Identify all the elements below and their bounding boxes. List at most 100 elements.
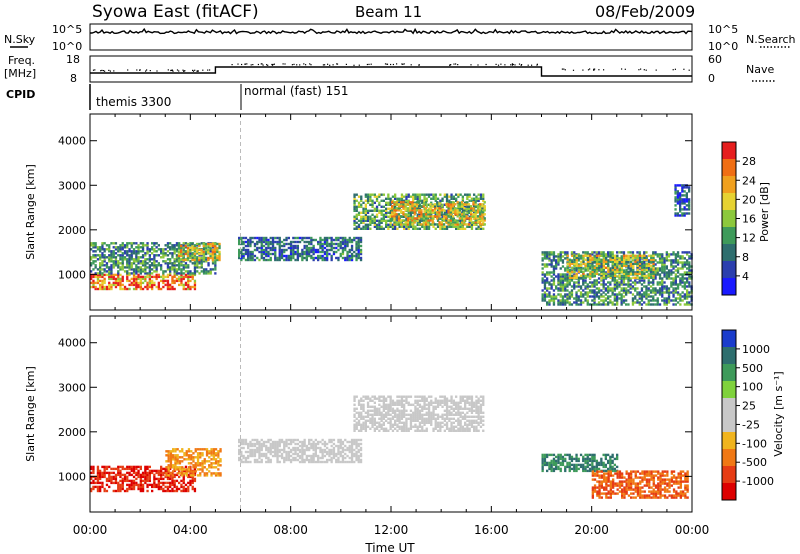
scatter-cell <box>613 277 616 280</box>
scatter-cell <box>658 261 662 264</box>
scatter-cell <box>108 471 111 475</box>
scatter-cell <box>135 256 138 259</box>
scatter-cell <box>323 256 327 260</box>
scatter-cell <box>276 452 279 456</box>
scatter-cell <box>175 273 179 277</box>
scatter-cell <box>196 464 200 467</box>
scatter-cell <box>638 291 641 294</box>
scatter-cell <box>679 267 682 270</box>
scatter-cell <box>676 184 679 187</box>
scatter-cell <box>415 209 419 212</box>
scatter-cell <box>481 213 484 216</box>
scatter-cell <box>591 258 594 261</box>
nave-dot <box>511 63 513 65</box>
scatter-cell <box>276 454 279 458</box>
scatter-cell <box>586 291 589 294</box>
scatter-cell <box>128 283 131 287</box>
scatter-cell <box>607 253 610 256</box>
scatter-cell <box>310 238 313 242</box>
scatter-cell <box>452 217 455 220</box>
scatter-cell <box>557 253 560 256</box>
scatter-cell <box>405 217 408 220</box>
scatter-cell <box>618 283 621 286</box>
scatter-cell <box>137 473 140 477</box>
cpid-label: CPID <box>6 88 35 101</box>
scatter-cell <box>481 211 484 214</box>
scatter-cell <box>187 454 191 457</box>
scatter-cell <box>110 287 113 291</box>
scatter-cell <box>92 242 95 245</box>
scatter-cell <box>157 485 160 489</box>
scatter-cell <box>181 466 184 469</box>
scatter-cell <box>108 477 111 481</box>
scatter-cell <box>645 256 648 259</box>
scatter-cell <box>267 252 270 256</box>
scatter-cell <box>210 448 213 451</box>
scatter-cell <box>463 211 466 214</box>
scatter-cell <box>108 277 111 281</box>
scatter-cell <box>171 248 174 251</box>
scatter-cell <box>217 472 220 475</box>
scatter-cell <box>276 242 279 246</box>
scatter-cell <box>135 260 138 263</box>
scatter-cell <box>280 440 284 444</box>
scatter-cell <box>189 242 192 245</box>
scatter-cell <box>308 458 311 462</box>
scatter-cell <box>112 481 115 485</box>
scatter-cell <box>278 248 281 252</box>
scatter-cell <box>468 195 471 198</box>
scatter-cell <box>445 215 448 218</box>
scatter-cell <box>564 299 567 302</box>
scatter-cell <box>434 199 437 202</box>
nave-dot <box>272 63 274 66</box>
scatter-cell <box>171 264 174 267</box>
scatter-cell <box>148 473 151 477</box>
nave-dot <box>172 70 174 72</box>
scatter-cell <box>172 456 175 459</box>
scatter-cell <box>96 277 100 281</box>
scatter-cell <box>546 253 549 256</box>
scatter-cell <box>616 275 619 278</box>
scatter-cell <box>640 263 644 266</box>
scatter-cell <box>645 285 648 288</box>
scatter-cell <box>685 204 688 207</box>
scatter-cell <box>205 258 208 261</box>
scatter-cell <box>413 203 416 206</box>
scatter-cell <box>470 223 474 226</box>
scatter-cell <box>550 259 553 262</box>
scatter-cell <box>373 193 376 196</box>
nave-dot <box>384 63 387 65</box>
scatter-cell <box>679 279 682 282</box>
scatter-cell <box>267 450 270 454</box>
scatter-cell <box>676 293 680 296</box>
scatter-cell <box>218 250 221 254</box>
scatter-cell <box>151 469 154 473</box>
scatter-cell <box>559 253 562 256</box>
scatter-cell <box>99 262 102 265</box>
scatter-cell <box>141 281 145 285</box>
scatter-cell <box>422 219 425 222</box>
scatter-cell <box>265 446 268 450</box>
scatter-cell <box>301 236 304 240</box>
scatter-cell <box>139 479 142 483</box>
scatter-cell <box>609 301 612 304</box>
scatter-cell <box>283 456 286 460</box>
scatter-cell <box>256 460 259 464</box>
scatter-cell <box>602 283 605 286</box>
scatter-cell <box>251 258 254 262</box>
scatter-cell <box>144 254 147 257</box>
scatter-cell <box>447 205 450 208</box>
scatter-cell <box>593 251 596 254</box>
scatter-cell <box>128 242 131 245</box>
scatter-cell <box>242 248 245 252</box>
scatter-cell <box>688 202 691 205</box>
scatter-cell <box>260 238 263 242</box>
scatter-cell <box>391 201 394 204</box>
scatter-cell <box>146 471 149 475</box>
scatter-cell <box>173 489 176 493</box>
scatter-cell <box>600 267 603 270</box>
scatter-cell <box>605 272 608 275</box>
scatter-cell <box>212 448 215 451</box>
scatter-cell <box>359 250 363 254</box>
scatter-cell <box>285 450 288 454</box>
